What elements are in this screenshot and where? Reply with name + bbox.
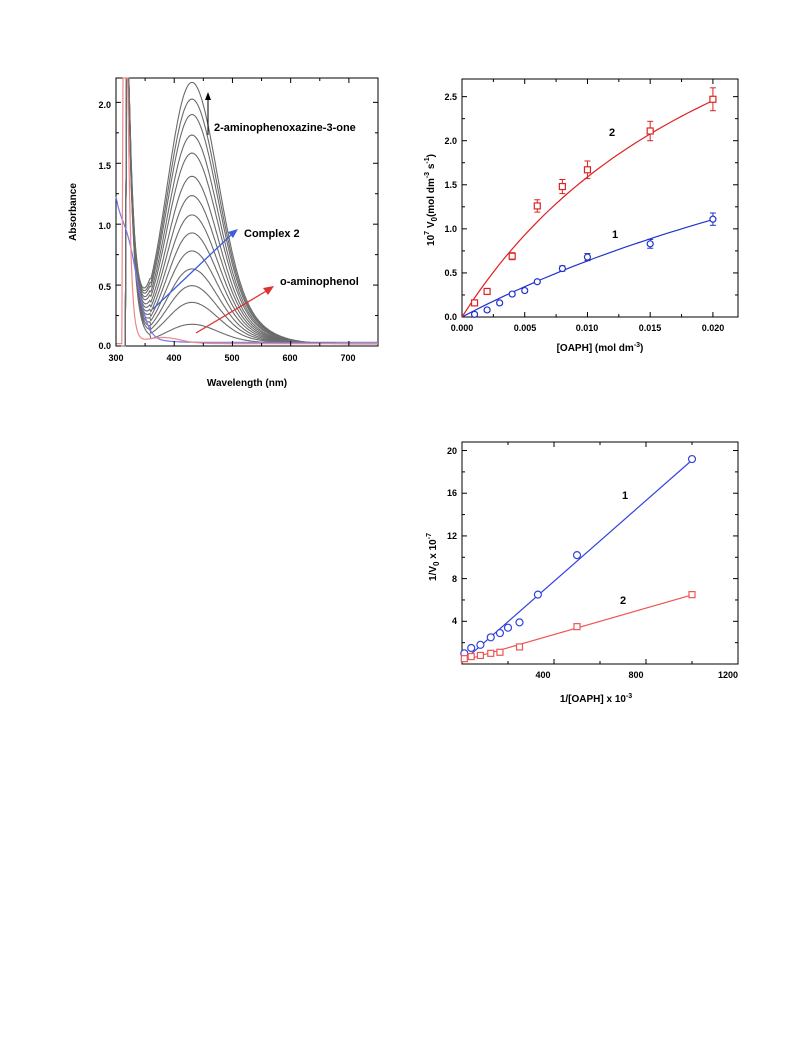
x-tick-label: 0.005 (514, 323, 537, 333)
y-tick-label: 16 (447, 488, 457, 498)
data-point (521, 286, 529, 295)
x-tick-label: 600 (282, 353, 297, 363)
x-tick-label: 0.020 (702, 323, 725, 333)
y-tick-label: 2.0 (444, 136, 457, 146)
data-point (496, 299, 504, 307)
substrate-arrow (195, 286, 274, 334)
data-point (483, 306, 491, 314)
spectra-lines (115, 77, 378, 347)
data-point (583, 166, 592, 174)
data-points (460, 454, 697, 663)
substrate-spectrum-line (116, 77, 378, 345)
data-point (687, 454, 697, 464)
tick-marks (461, 79, 738, 318)
fit-line (461, 459, 693, 663)
data-point (583, 253, 592, 261)
y-tick-label: 0.5 (98, 282, 111, 292)
y-tick-label: 2.5 (444, 92, 457, 102)
annotation-product: 2-aminophenoxazine-3-one (214, 122, 356, 134)
data-point (476, 640, 485, 649)
y-tick-label: 4 (452, 616, 457, 626)
complex-arrow (152, 229, 238, 310)
data-point (486, 633, 495, 642)
data-point (709, 95, 717, 103)
data-point (470, 299, 479, 307)
x-tick-label: 400 (166, 353, 181, 363)
annotation-substrate: o-aminophenol (280, 276, 359, 288)
data-point (495, 628, 505, 638)
y-tick-label: 1.0 (444, 224, 457, 234)
data-point (496, 648, 504, 656)
x-tick-label: 800 (628, 670, 643, 680)
x-tick-label: 500 (224, 353, 239, 363)
data-point (470, 310, 479, 318)
x-tick-label: 0.010 (576, 323, 599, 333)
x-tick-label: 300 (108, 353, 123, 363)
data-point (467, 652, 475, 661)
data-point (483, 287, 491, 296)
product-arrow (205, 92, 211, 135)
double-reciprocal-chart: 1 2 400 800 1200 4 8 12 16 20 1/[OAPH] x… (426, 441, 739, 705)
data-point (508, 290, 516, 298)
data-point (467, 643, 476, 653)
x-tick-label: 400 (535, 670, 550, 680)
series-label-1: 1 (612, 229, 618, 241)
data-point (476, 651, 484, 660)
y-axis-label: Absorbance (68, 183, 79, 241)
data-point (515, 643, 524, 651)
y-tick-label: 0.5 (444, 268, 457, 278)
data-point (533, 278, 541, 286)
y-tick-label: 8 (452, 574, 457, 584)
x-axis-label: [OAPH] (mol dm-3) (557, 342, 644, 354)
data-point (572, 551, 582, 560)
data-point (573, 623, 581, 631)
x-tick-label: 0.015 (639, 323, 662, 333)
series-label-2: 2 (609, 127, 615, 139)
data-point (646, 127, 654, 135)
complex-spectrum-line (115, 196, 378, 343)
annotation-complex: Complex 2 (244, 228, 300, 240)
x-axis-label: Wavelength (nm) (207, 378, 287, 389)
data-points (470, 87, 717, 318)
plot-frame (461, 78, 739, 318)
data-point (533, 202, 541, 210)
y-tick-label: 0.0 (98, 341, 111, 351)
data-point (558, 182, 566, 191)
y-tick-label: 0.0 (444, 312, 457, 322)
x-tick-label: 0.000 (451, 323, 474, 333)
series-label-2: 2 (620, 595, 626, 607)
y-tick-label: 1.5 (444, 180, 457, 190)
data-point (533, 590, 543, 599)
tick-marks (115, 78, 378, 347)
y-tick-label: 12 (447, 531, 457, 541)
y-tick-label: 1.0 (98, 221, 111, 231)
y-tick-label: 20 (447, 446, 457, 456)
x-tick-label: 1200 (718, 670, 738, 680)
data-point (460, 655, 468, 663)
rate-vs-concentration-chart: 2 1 0.000 0.005 0.010 0.015 0.020 0.0 0.… (424, 78, 739, 354)
plot-frame (115, 77, 379, 347)
y-tick-label: 2.0 (98, 100, 111, 110)
plot-frame (461, 441, 739, 665)
x-axis-label: 1/[OAPH] x 10-3 (560, 693, 632, 705)
data-point (508, 252, 516, 260)
uv-vis-spectra-chart: 2-aminophenoxazine-3-one Complex 2 o-ami… (68, 77, 379, 389)
series-label-1: 1 (622, 490, 628, 502)
y-axis-label: 107 V0(mol dm-3 s-1) (424, 154, 439, 246)
data-point (487, 649, 495, 657)
data-point (558, 264, 566, 273)
data-point (515, 618, 524, 627)
data-point (646, 240, 654, 248)
data-point (709, 215, 717, 223)
data-point (503, 623, 513, 632)
y-axis-label: 1/V0 x 10-7 (426, 533, 441, 581)
x-tick-label: 700 (340, 353, 355, 363)
tick-marks (462, 442, 739, 664)
data-point (688, 591, 696, 599)
y-tick-label: 1.5 (98, 161, 111, 171)
